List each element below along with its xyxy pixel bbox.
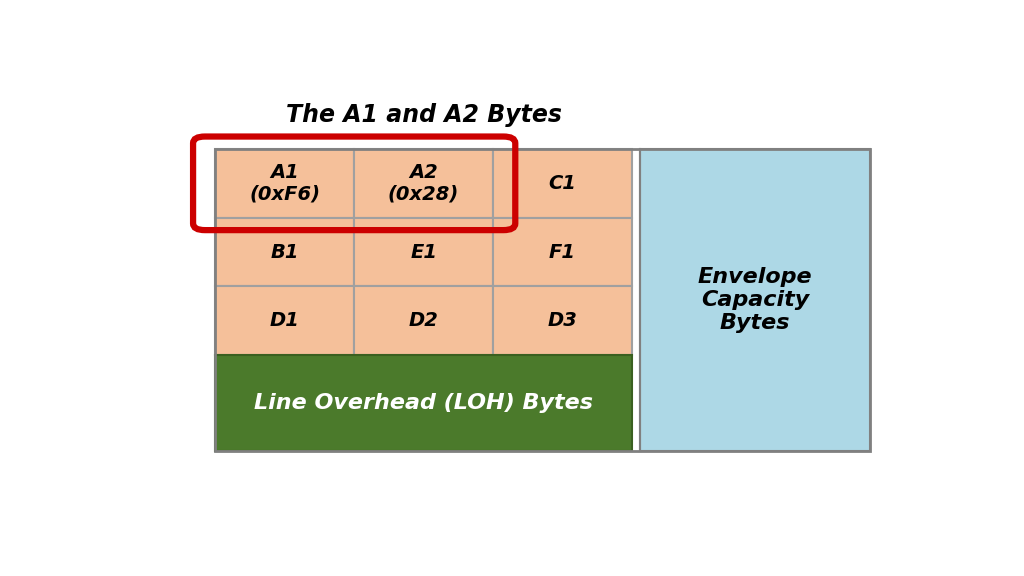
Bar (354, 218, 494, 286)
Bar (215, 218, 354, 286)
Bar (494, 149, 632, 218)
Text: A2
(0x28): A2 (0x28) (388, 163, 459, 204)
Text: D2: D2 (409, 311, 438, 330)
Bar (215, 149, 870, 450)
Text: F1: F1 (549, 242, 575, 262)
Text: C1: C1 (549, 174, 577, 193)
Bar (354, 286, 494, 355)
Bar (494, 218, 632, 286)
Text: Line Overhead (LOH) Bytes: Line Overhead (LOH) Bytes (254, 393, 593, 413)
Text: E1: E1 (411, 242, 437, 262)
Bar (215, 355, 632, 450)
Text: Envelope
Capacity
Bytes: Envelope Capacity Bytes (697, 267, 812, 333)
Text: A1
(0xF6): A1 (0xF6) (249, 163, 321, 204)
Bar (494, 286, 632, 355)
Text: The A1 and A2 Bytes: The A1 and A2 Bytes (286, 103, 561, 127)
Bar (640, 149, 870, 450)
Text: D3: D3 (548, 311, 578, 330)
Bar (354, 149, 494, 218)
Bar (215, 286, 354, 355)
Text: D1: D1 (269, 311, 300, 330)
Text: B1: B1 (270, 242, 299, 262)
Bar (215, 149, 354, 218)
